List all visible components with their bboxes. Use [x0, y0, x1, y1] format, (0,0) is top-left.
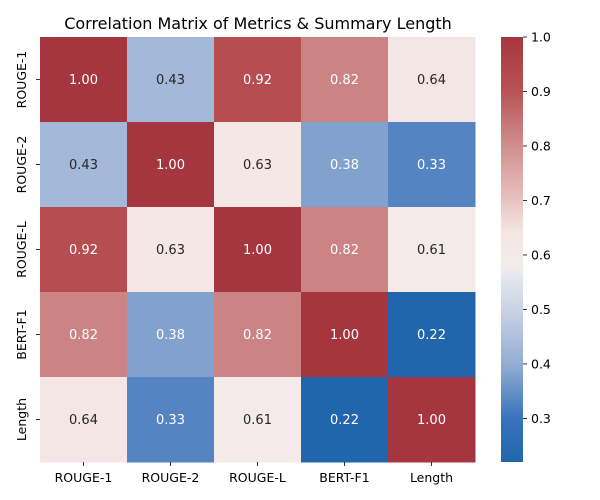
heatmap-cell: [214, 292, 302, 378]
y-tick-label: ROUGE-2: [14, 136, 29, 194]
cell-value-label: 0.82: [330, 73, 359, 88]
cell-value-label: 0.38: [330, 158, 359, 173]
heatmap-cell: [127, 207, 215, 293]
cell-value-label: 1.00: [330, 328, 359, 343]
heatmap-cell: [388, 207, 476, 293]
x-tick-label: ROUGE-L: [229, 470, 286, 485]
heatmap-cell: [388, 37, 476, 123]
cell-value-label: 0.82: [243, 328, 272, 343]
y-tick-label: ROUGE-1: [14, 51, 29, 109]
heatmap-cell: [127, 37, 215, 123]
cell-value-label: 0.64: [69, 413, 98, 428]
heatmap-cell: [301, 122, 389, 208]
colorbar: 0.3 0.4 0.5 0.6 0.7 0.8 0.9 1.0: [501, 30, 551, 462]
cell-value-label: 1.00: [69, 73, 98, 88]
cell-value-label: 0.38: [156, 328, 185, 343]
cell-value-label: 0.63: [243, 158, 272, 173]
heatmap-cell: [214, 122, 302, 208]
colorbar-tick-label: 0.8: [531, 138, 551, 153]
cell-value-label: 0.61: [243, 413, 272, 428]
colorbar-tick-label: 0.4: [531, 356, 551, 371]
y-tick-label: ROUGE-L: [14, 221, 29, 278]
cell-value-label: 1.00: [417, 413, 446, 428]
cell-value-label: 0.33: [156, 413, 185, 428]
cell-value-label: 1.00: [156, 158, 185, 173]
colorbar-tick-label: 0.3: [531, 411, 551, 426]
heatmap-cell: [127, 377, 215, 463]
x-tick-label: Length: [410, 470, 453, 485]
heatmap-cell: [214, 377, 302, 463]
heatmap-cell: [40, 292, 128, 378]
cell-value-label: 0.82: [330, 243, 359, 258]
x-tick-label: ROUGE-1: [55, 470, 113, 485]
cell-value-label: 0.43: [69, 158, 98, 173]
x-tick-label: BERT-F1: [319, 470, 369, 485]
cell-value-label: 0.22: [330, 413, 359, 428]
y-axis: ROUGE-1 ROUGE-2 ROUGE-L BERT-F1 Length: [14, 51, 40, 441]
cell-value-label: 0.43: [156, 73, 185, 88]
heatmap-cell: [40, 122, 128, 208]
cell-value-label: 1.00: [243, 243, 272, 258]
cell-value-label: 0.92: [243, 73, 272, 88]
cell-value-label: 0.82: [69, 328, 98, 343]
heatmap-cell: [40, 207, 128, 293]
cell-value-label: 0.92: [69, 243, 98, 258]
heatmap-cell: [388, 377, 476, 463]
heatmap-cell: [388, 292, 476, 378]
heatmap-cell: [301, 207, 389, 293]
heatmap-cell: [127, 292, 215, 378]
colorbar-tick-label: 0.5: [531, 302, 551, 317]
x-axis: ROUGE-1 ROUGE-2 ROUGE-L BERT-F1 Length: [55, 462, 453, 485]
cell-value-label: 0.63: [156, 243, 185, 258]
x-tick-label: ROUGE-2: [142, 470, 200, 485]
heatmap-cell: [214, 207, 302, 293]
colorbar-gradient: [501, 37, 523, 462]
colorbar-tick-label: 0.9: [531, 84, 551, 99]
cell-value-label: 0.61: [417, 243, 446, 258]
y-tick-label: BERT-F1: [14, 309, 29, 359]
heatmap-cell: [40, 37, 128, 123]
colorbar-tick-label: 1.0: [531, 30, 551, 45]
heatmap-cell: [214, 37, 302, 123]
colorbar-tick-label: 0.7: [531, 193, 551, 208]
cell-value-label: 0.33: [417, 158, 446, 173]
heatmap-cell: [127, 122, 215, 208]
heatmap-cell: [301, 292, 389, 378]
heatmap-cell: [388, 122, 476, 208]
heatmap-cells: [40, 37, 476, 463]
cell-value-label: 0.64: [417, 73, 446, 88]
heatmap-cell: [301, 377, 389, 463]
chart-title: Correlation Matrix of Metrics & Summary …: [64, 14, 452, 33]
heatmap-cell: [301, 37, 389, 123]
heatmap-cell-labels: 1.00 0.43 0.92 0.82 0.64 0.43 1.00 0.63 0.38 0.33…: [69, 73, 446, 428]
y-tick-label: Length: [14, 398, 29, 441]
heatmap-cell: [40, 377, 128, 463]
cell-value-label: 0.22: [417, 328, 446, 343]
colorbar-tick-label: 0.6: [531, 247, 551, 262]
